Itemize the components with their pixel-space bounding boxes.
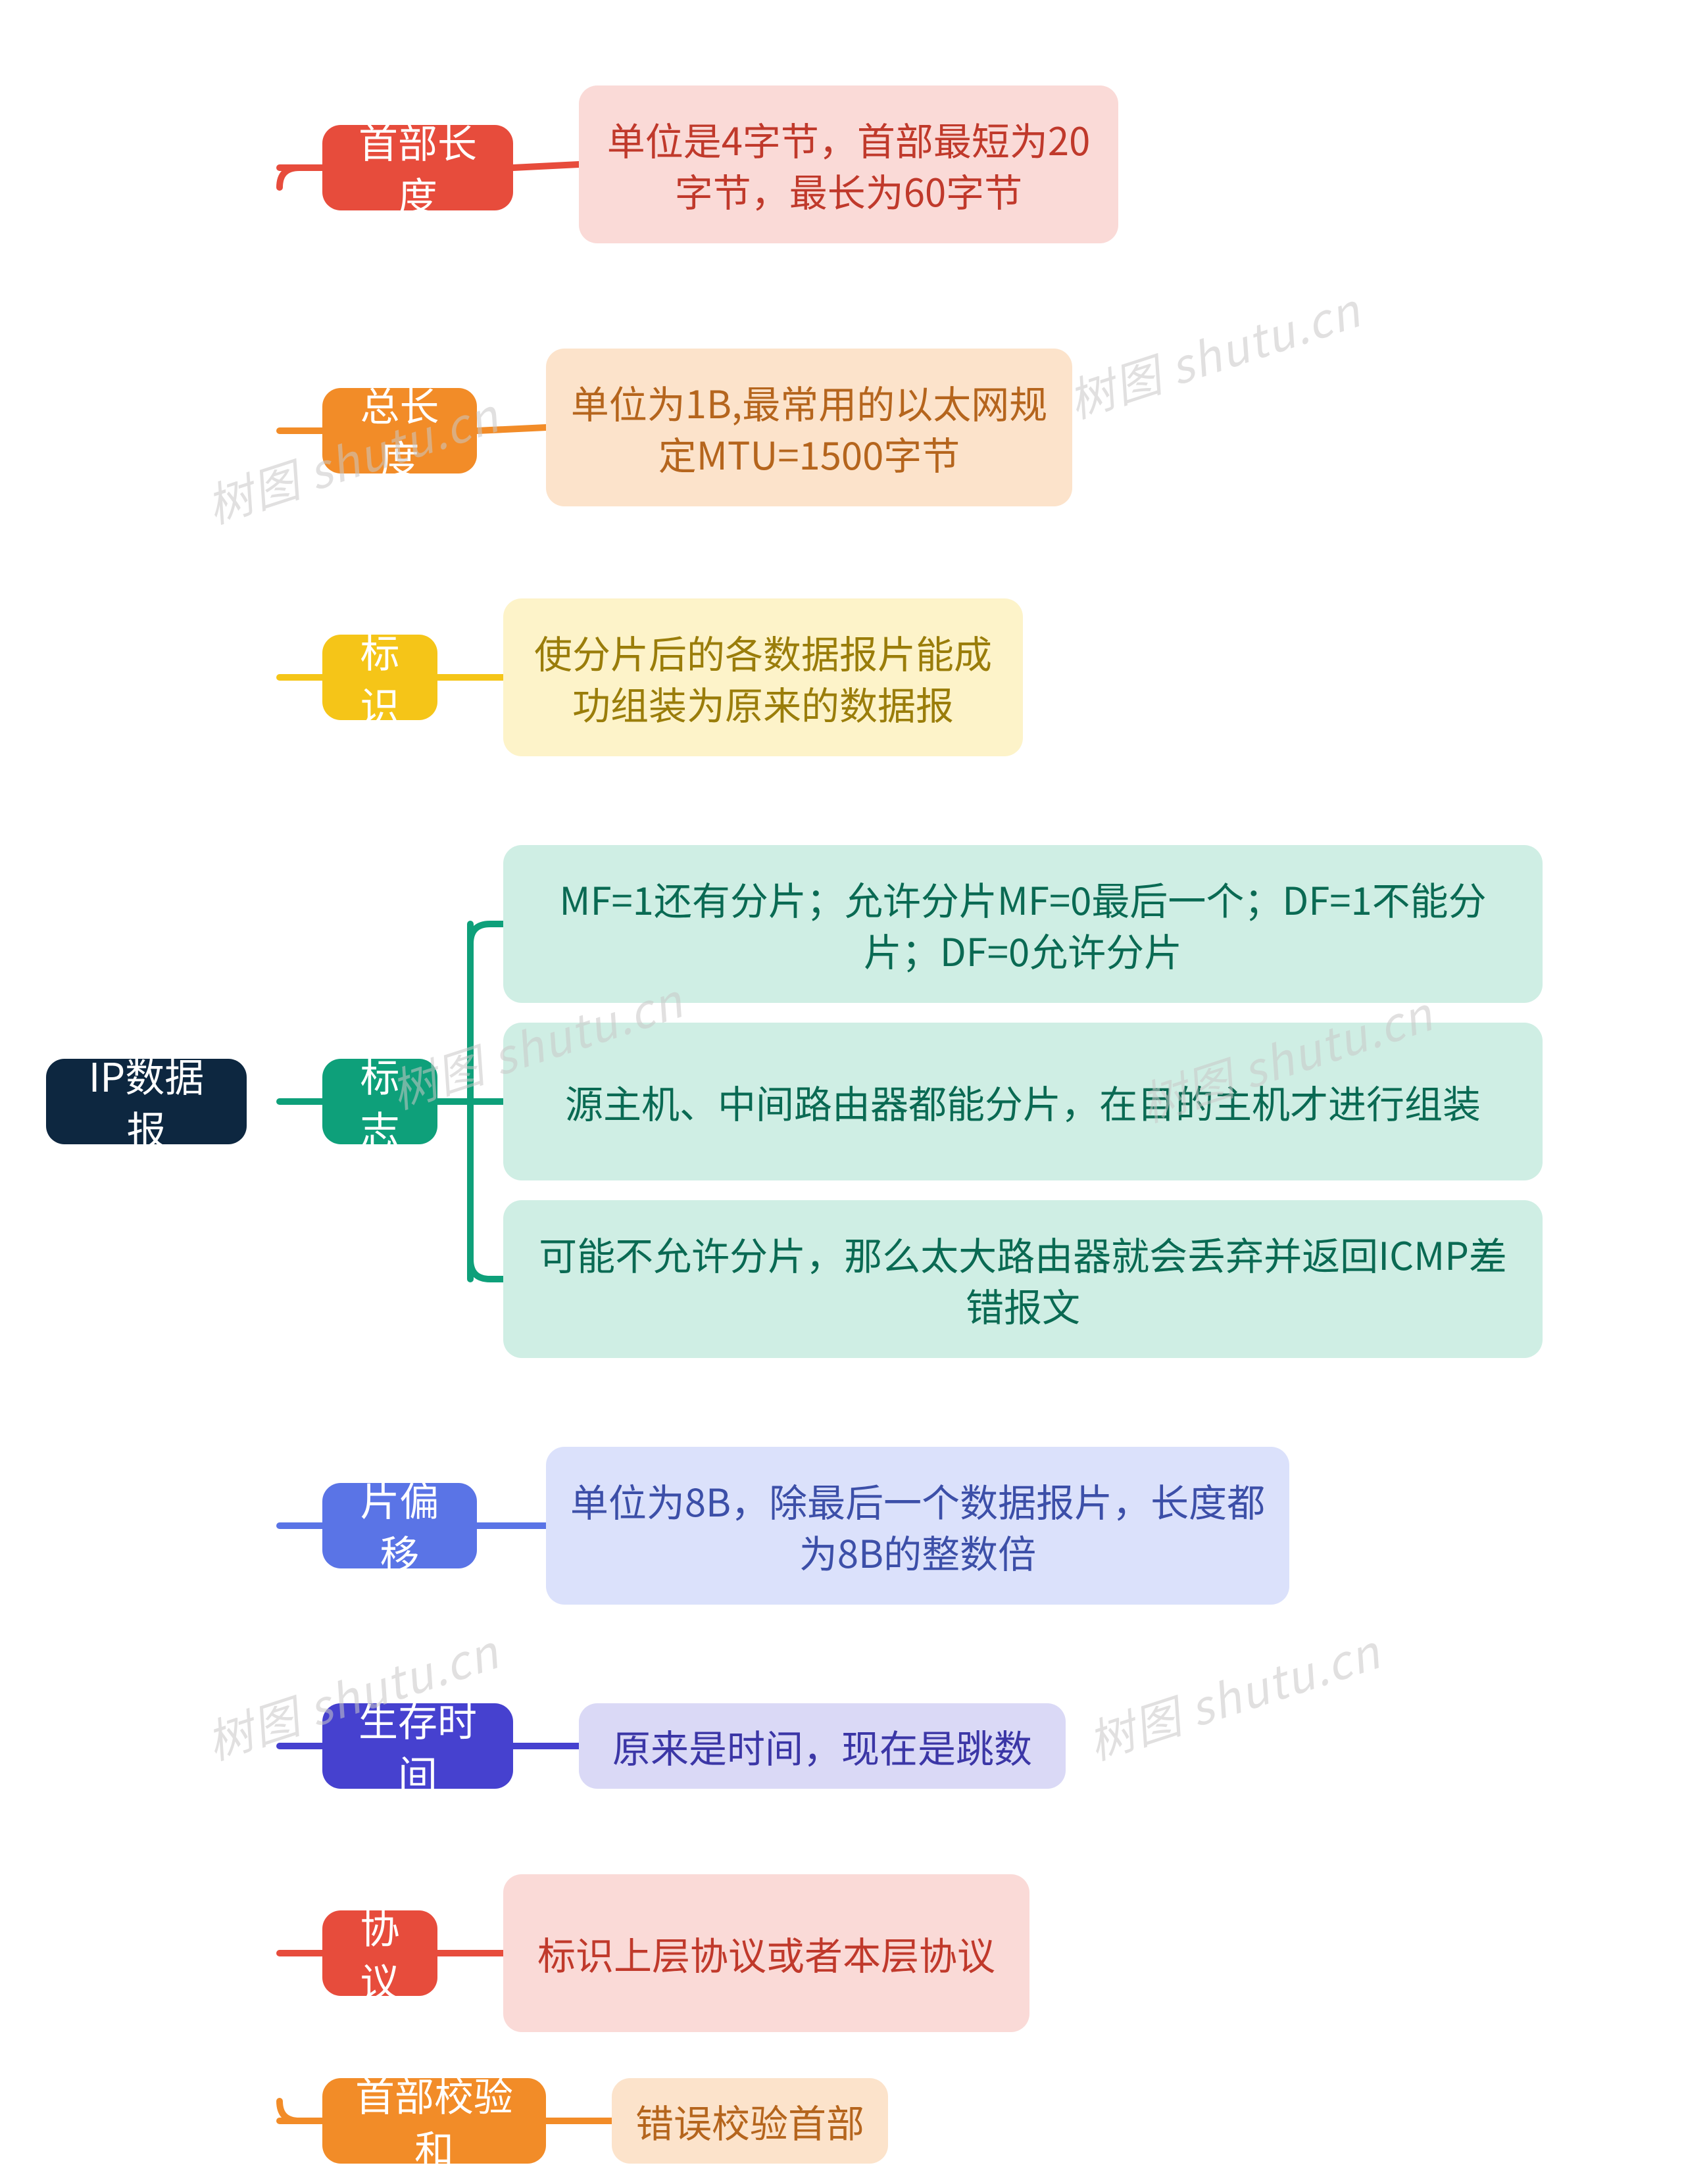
branch-b3-label: 标识 xyxy=(322,635,437,720)
branch-b1-detail-0: 单位是4字节，首部最短为20字节，最长为60字节 xyxy=(579,85,1118,243)
root-node: IP数据报 xyxy=(46,1059,247,1144)
branch-b2-label: 总长度 xyxy=(322,388,477,473)
watermark: 树图 shutu.cn xyxy=(1059,274,1368,431)
watermark: 树图 shutu.cn xyxy=(1079,1616,1388,1773)
branch-b7-detail-0: 标识上层协议或者本层协议 xyxy=(503,1874,1029,2032)
branch-b5-detail-0: 单位为8B，除最后一个数据报片，长度都为8B的整数倍 xyxy=(546,1447,1289,1605)
branch-b6-detail-0: 原来是时间，现在是跳数 xyxy=(579,1703,1066,1789)
branch-b2-detail-0: 单位为1B,最常用的以太网规定MTU=1500字节 xyxy=(546,349,1072,506)
branch-b6-label: 生存时间 xyxy=(322,1703,513,1789)
branch-b4-detail-1: 源主机、中间路由器都能分片，在目的主机才进行组装 xyxy=(503,1023,1543,1180)
branch-b3-detail-0: 使分片后的各数据报片能成功组装为原来的数据报 xyxy=(503,598,1023,756)
branch-b4-detail-0: MF=1还有分片；允许分片MF=0最后一个；DF=1不能分片；DF=0允许分片 xyxy=(503,845,1543,1003)
branch-b1-label: 首部长度 xyxy=(322,125,513,210)
branch-b7-label: 协议 xyxy=(322,1910,437,1996)
mindmap-canvas: IP数据报 首部长度单位是4字节，首部最短为20字节，最长为60字节总长度单位为1… xyxy=(0,0,1684,2184)
branch-b5-label: 片偏移 xyxy=(322,1483,477,1568)
branch-b8-label: 首部校验和 xyxy=(322,2078,546,2164)
branch-b4-detail-2: 可能不允许分片，那么太大路由器就会丢弃并返回ICMP差错报文 xyxy=(503,1200,1543,1358)
branch-b8-detail-0: 错误校验首部 xyxy=(612,2078,888,2164)
branch-b4-label: 标志 xyxy=(322,1059,437,1144)
